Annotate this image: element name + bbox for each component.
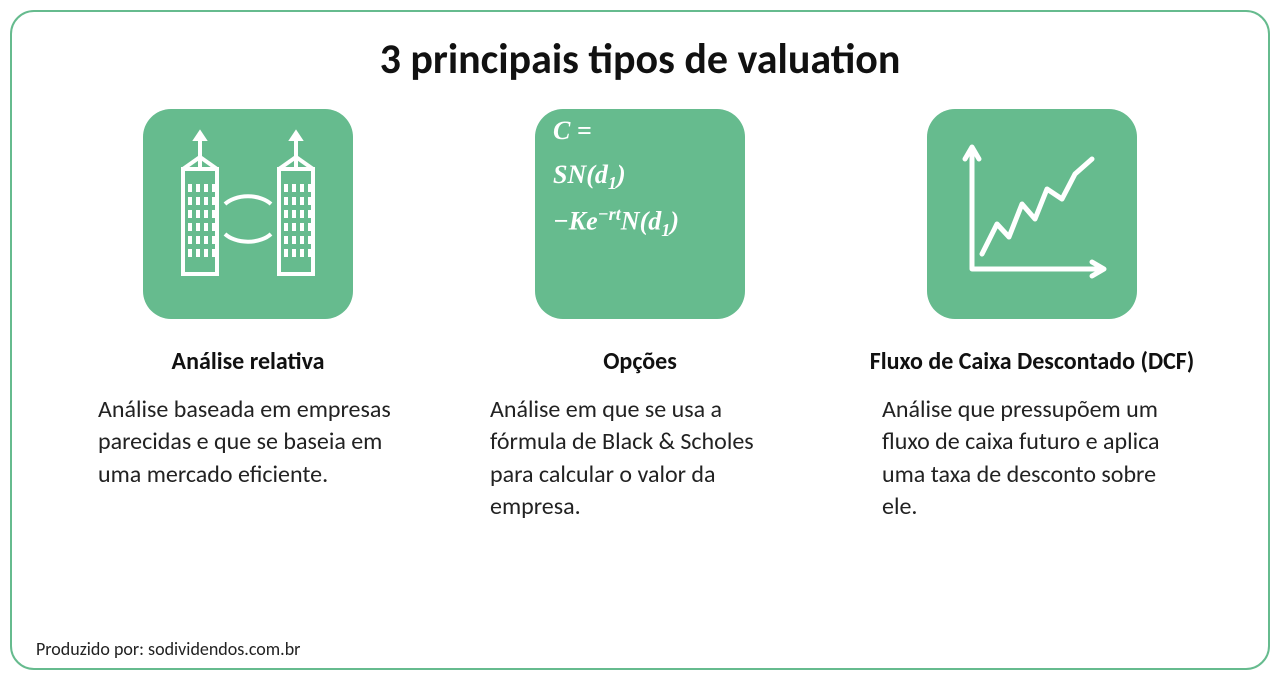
- growth-chart-icon: [927, 109, 1137, 319]
- formula-line-1: C =: [553, 109, 727, 153]
- buildings-compare-icon: [143, 109, 353, 319]
- column-dcf: Fluxo de Caixa Descontado (DCF) Análise …: [836, 109, 1228, 660]
- footer-credit: Produzido por: sodividendos.com.br: [36, 638, 300, 660]
- subtitle-options: Opções: [603, 347, 677, 376]
- formula-line-2: SN(d1): [553, 153, 727, 199]
- desc-dcf: Análise que pressupõem um fluxo de caixa…: [882, 394, 1182, 524]
- subtitle-dcf: Fluxo de Caixa Descontado (DCF): [870, 347, 1195, 376]
- desc-options: Análise em que se usa a fórmula de Black…: [490, 394, 790, 524]
- columns-container: Análise relativa Análise baseada em empr…: [52, 109, 1228, 660]
- page-title: 3 principais tipos de valuation: [52, 34, 1228, 85]
- subtitle-relative: Análise relativa: [172, 347, 325, 376]
- formula-line-3: −Ke−rtN(d1): [553, 199, 727, 246]
- desc-relative: Análise baseada em empresas parecidas e …: [98, 394, 398, 491]
- formula-icon: C = SN(d1) −Ke−rtN(d1): [535, 109, 745, 319]
- column-relative-analysis: Análise relativa Análise baseada em empr…: [52, 109, 444, 660]
- infographic-card: 3 principais tipos de valuation: [10, 10, 1270, 670]
- black-scholes-formula: C = SN(d1) −Ke−rtN(d1): [535, 109, 745, 246]
- column-options: C = SN(d1) −Ke−rtN(d1) Opções Análise em…: [444, 109, 836, 660]
